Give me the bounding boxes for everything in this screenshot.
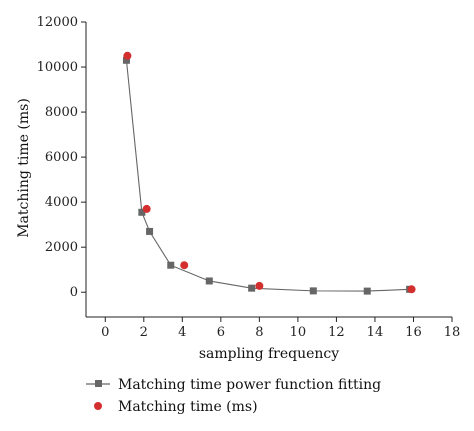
y-tick-label: 10000 [37,60,78,75]
legend-marker-fitting [95,380,102,387]
x-tick-label: 4 [178,325,186,340]
data-point-fitting [248,284,256,292]
x-tick-label: 6 [217,325,225,340]
data-point-matching-time [123,51,132,60]
x-tick-label: 14 [367,325,384,340]
legend-label-fitting: Matching time power function fitting [118,377,381,393]
x-tick-label: 12 [328,325,345,340]
data-point-matching-time [407,285,416,294]
data-point-matching-time [142,204,151,213]
y-tick-label: 0 [70,285,78,300]
x-tick-label: 18 [444,325,461,340]
y-tick-label: 8000 [45,105,78,120]
x-tick-label: 16 [405,325,422,340]
data-point-fitting [122,56,130,64]
data-point-fitting [146,227,154,235]
legend-label-matching-time: Matching time (ms) [118,399,258,415]
x-tick-label: 8 [255,325,263,340]
x-axis-ticks: 0 2 4 6 8 10 12 14 16 18 [101,317,460,340]
data-point-matching-time [255,281,264,290]
y-tick-label: 12000 [37,15,78,30]
x-axis-label: sampling frequency [199,346,339,362]
x-tick-label: 0 [101,325,109,340]
data-marks [122,51,416,295]
axes [85,22,452,318]
legend: Matching time power function fitting Mat… [86,377,381,415]
data-point-fitting [309,287,317,295]
y-axis-label: Matching time (ms) [16,98,32,238]
y-tick-label: 6000 [45,150,78,165]
series-line-fitting [125,60,410,292]
y-tick-label: 2000 [45,240,78,255]
data-point-fitting [138,208,146,216]
data-point-fitting [363,287,371,295]
data-point-fitting [205,277,213,285]
legend-marker-matching-time [94,402,102,410]
x-tick-label: 2 [140,325,148,340]
data-point-fitting [167,261,175,269]
y-axis-ticks: 0 2000 4000 6000 8000 10000 12000 [37,15,86,300]
x-tick-label: 10 [290,325,307,340]
y-tick-label: 4000 [45,195,78,210]
data-point-matching-time [180,261,189,270]
